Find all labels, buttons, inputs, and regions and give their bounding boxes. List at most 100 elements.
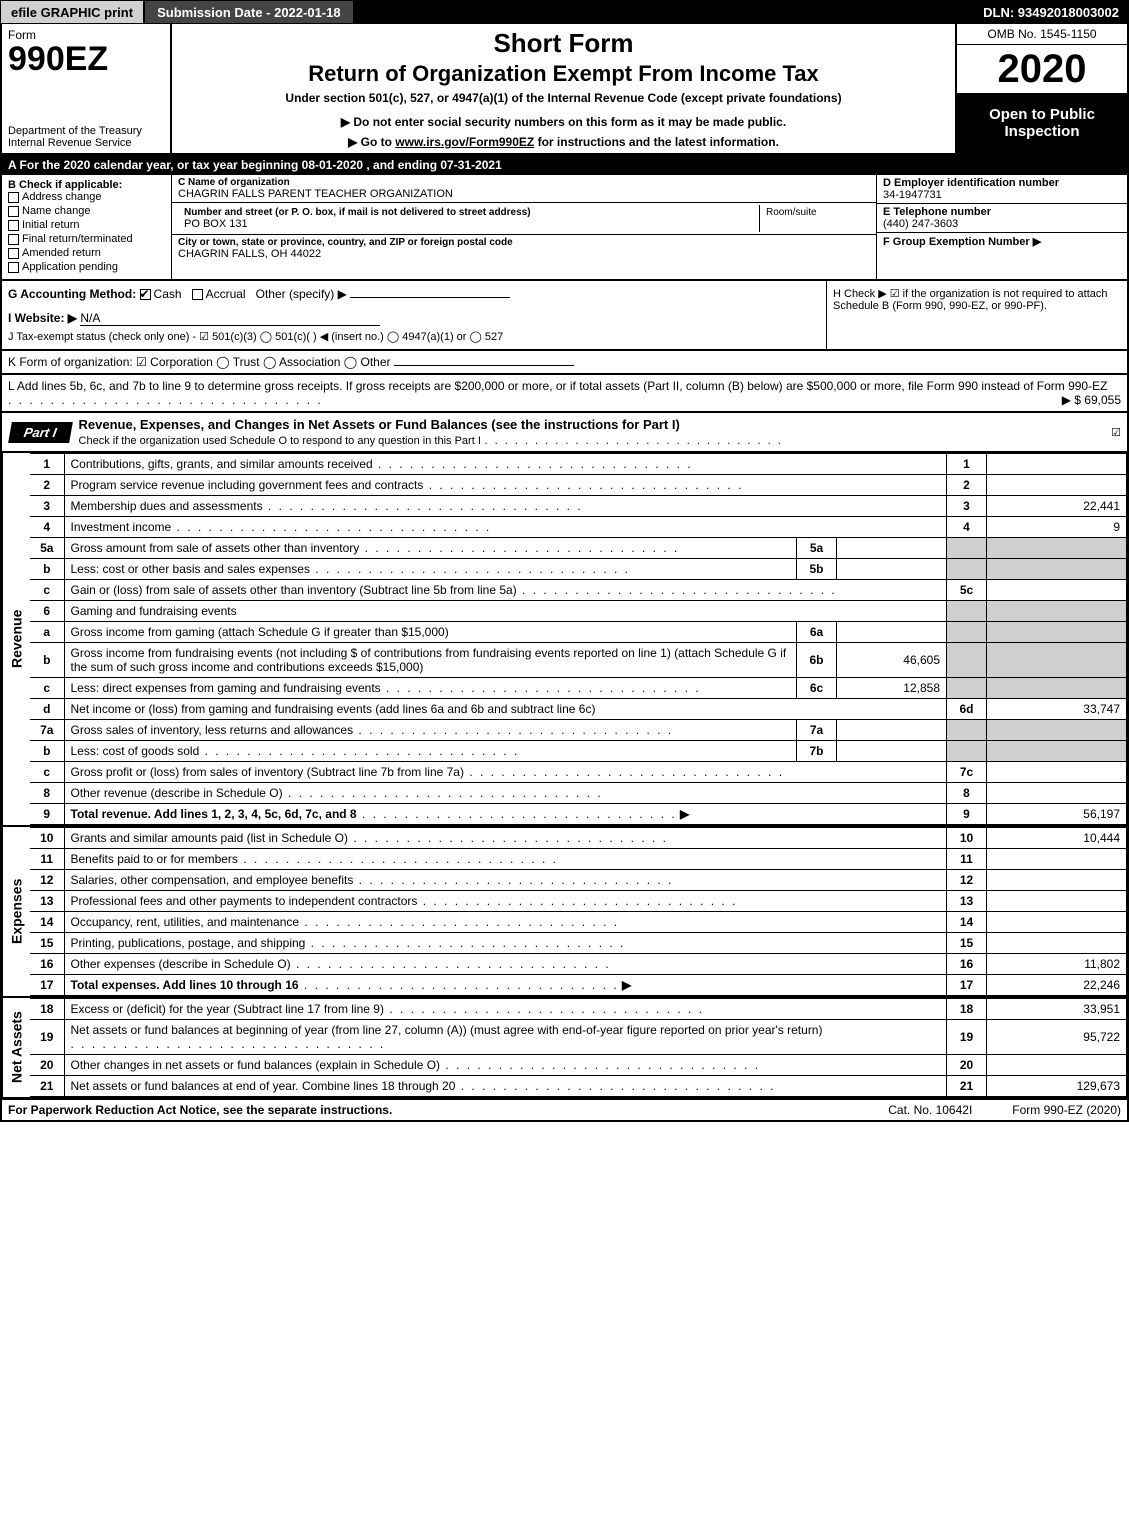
city-label: City or town, state or province, country… <box>178 237 870 248</box>
topbar-spacer <box>354 0 974 24</box>
row-14: 14 Occupancy, rent, utilities, and maint… <box>30 912 1127 933</box>
cb-final-return[interactable]: Final return/terminated <box>8 233 165 245</box>
line-l-gross-receipts: L Add lines 5b, 6c, and 7b to line 9 to … <box>0 375 1129 413</box>
ssn-warning: ▶ Do not enter social security numbers o… <box>180 115 947 129</box>
row-6d: d Net income or (loss) from gaming and f… <box>30 699 1127 720</box>
ein-label: D Employer identification number <box>883 177 1121 189</box>
org-name-row: C Name of organization CHAGRIN FALLS PAR… <box>172 175 876 203</box>
row-10: 10 Grants and similar amounts paid (list… <box>30 828 1127 849</box>
org-street-row: Number and street (or P. O. box, if mail… <box>172 203 876 235</box>
cb-accrual[interactable] <box>192 289 203 300</box>
org-name: CHAGRIN FALLS PARENT TEACHER ORGANIZATIO… <box>178 188 870 200</box>
street-label: Number and street (or P. O. box, if mail… <box>184 207 753 218</box>
row-7a: 7a Gross sales of inventory, less return… <box>30 720 1127 741</box>
topbar: efile GRAPHIC print Submission Date - 20… <box>0 0 1129 24</box>
form-title-block: Short Form Return of Organization Exempt… <box>172 24 957 153</box>
form-number: 990EZ <box>8 42 164 76</box>
row-6a: a Gross income from gaming (attach Sched… <box>30 622 1127 643</box>
tax-year: 2020 <box>957 45 1127 93</box>
line-k-blank <box>394 365 574 366</box>
org-name-label: C Name of organization <box>178 177 870 188</box>
cb-name-change[interactable]: Name change <box>8 205 165 217</box>
part-i-dots <box>485 435 783 447</box>
row-2: 2 Program service revenue including gove… <box>30 475 1127 496</box>
row-15: 15 Printing, publications, postage, and … <box>30 933 1127 954</box>
row-4: 4 Investment income 4 9 <box>30 517 1127 538</box>
header-right-block: OMB No. 1545-1150 2020 Open to Public In… <box>957 24 1127 153</box>
expenses-table: 10 Grants and similar amounts paid (list… <box>30 827 1127 996</box>
row-6: 6 Gaming and fundraising events <box>30 601 1127 622</box>
line-i-label: I Website: ▶ <box>8 311 77 325</box>
row-5c: c Gain or (loss) from sale of assets oth… <box>30 580 1127 601</box>
section-c-address: C Name of organization CHAGRIN FALLS PAR… <box>172 175 877 279</box>
org-street: PO BOX 131 <box>184 218 753 230</box>
short-form-heading: Short Form <box>180 28 947 59</box>
row-1: 1 Contributions, gifts, grants, and simi… <box>30 454 1127 475</box>
org-city-row: City or town, state or province, country… <box>172 235 876 262</box>
revenue-table: 1 Contributions, gifts, grants, and simi… <box>30 453 1127 825</box>
line-k-org-form: K Form of organization: ☑ Corporation ◯ … <box>0 351 1129 375</box>
row-21: 21 Net assets or fund balances at end of… <box>30 1076 1127 1097</box>
part-i-tag: Part I <box>8 422 72 443</box>
omb-number: OMB No. 1545-1150 <box>957 24 1127 45</box>
page-footer: For Paperwork Reduction Act Notice, see … <box>0 1099 1129 1122</box>
line-g-accounting: G Accounting Method: Cash Accrual Other … <box>2 281 827 349</box>
ein-row: D Employer identification number 34-1947… <box>877 175 1127 204</box>
row-18: 18 Excess or (deficit) for the year (Sub… <box>30 999 1127 1020</box>
row-13: 13 Professional fees and other payments … <box>30 891 1127 912</box>
phone-label: E Telephone number <box>883 206 1121 218</box>
goto-line: ▶ Go to www.irs.gov/Form990EZ for instru… <box>180 135 947 149</box>
row-6b: b Gross income from fundraising events (… <box>30 643 1127 678</box>
line-l-amount: ▶ $ 69,055 <box>1062 393 1121 407</box>
part-i-title: Revenue, Expenses, and Changes in Net As… <box>79 413 1112 451</box>
line-g-label: G Accounting Method: <box>8 287 140 301</box>
row-5b: b Less: cost or other basis and sales ex… <box>30 559 1127 580</box>
goto-suffix: for instructions and the latest informat… <box>538 135 779 149</box>
group-exemption-row: F Group Exemption Number ▶ <box>877 233 1127 250</box>
department-label: Department of the Treasury Internal Reve… <box>8 125 164 149</box>
open-to-public: Open to Public Inspection <box>957 93 1127 153</box>
efile-print-button[interactable]: efile GRAPHIC print <box>0 0 144 24</box>
section-b-checkboxes: B Check if applicable: Address change Na… <box>2 175 172 279</box>
cb-cash[interactable] <box>140 289 151 300</box>
form-page-label: Form 990-EZ (2020) <box>1012 1103 1121 1117</box>
catalog-number: Cat. No. 10642I <box>848 1103 1012 1117</box>
part-i-checkbox[interactable]: ☑ <box>1111 426 1127 439</box>
row-12: 12 Salaries, other compensation, and emp… <box>30 870 1127 891</box>
other-specify-blank <box>350 297 510 298</box>
part-i-header: Part I Revenue, Expenses, and Changes in… <box>0 413 1129 453</box>
net-assets-section: Net Assets 18 Excess or (deficit) for th… <box>0 996 1129 1099</box>
ghij-block: G Accounting Method: Cash Accrual Other … <box>0 281 1129 351</box>
org-info-block: B Check if applicable: Address change Na… <box>0 175 1129 281</box>
row-5a: 5a Gross amount from sale of assets othe… <box>30 538 1127 559</box>
net-assets-side-label: Net Assets <box>2 998 30 1097</box>
row-6c: c Less: direct expenses from gaming and … <box>30 678 1127 699</box>
line-j-tax-exempt: J Tax-exempt status (check only one) - ☑… <box>8 330 820 343</box>
revenue-section: Revenue 1 Contributions, gifts, grants, … <box>0 453 1129 825</box>
part-i-check-line: Check if the organization used Schedule … <box>79 435 481 447</box>
room-suite-label: Room/suite <box>760 205 870 232</box>
row-16: 16 Other expenses (describe in Schedule … <box>30 954 1127 975</box>
form-title: Return of Organization Exempt From Incom… <box>180 61 947 87</box>
website-value: N/A <box>80 311 380 326</box>
under-section-text: Under section 501(c), 527, or 4947(a)(1)… <box>180 91 947 105</box>
goto-prefix: ▶ Go to <box>348 135 395 149</box>
expenses-side-label: Expenses <box>2 827 30 996</box>
paperwork-notice: For Paperwork Reduction Act Notice, see … <box>8 1103 848 1117</box>
org-city: CHAGRIN FALLS, OH 44022 <box>178 248 870 260</box>
row-8: 8 Other revenue (describe in Schedule O)… <box>30 783 1127 804</box>
cb-address-change[interactable]: Address change <box>8 191 165 203</box>
phone-value: (440) 247-3603 <box>883 218 1121 230</box>
section-b-label: B Check if applicable: <box>8 179 165 191</box>
line-a-tax-year: A For the 2020 calendar year, or tax yea… <box>0 155 1129 175</box>
dln-label: DLN: 93492018003002 <box>973 0 1129 24</box>
cb-initial-return[interactable]: Initial return <box>8 219 165 231</box>
cb-application-pending[interactable]: Application pending <box>8 261 165 273</box>
irs-link[interactable]: www.irs.gov/Form990EZ <box>395 135 534 149</box>
line-l-text: L Add lines 5b, 6c, and 7b to line 9 to … <box>8 379 1107 393</box>
cb-amended-return[interactable]: Amended return <box>8 247 165 259</box>
expenses-section: Expenses 10 Grants and similar amounts p… <box>0 825 1129 996</box>
row-19: 19 Net assets or fund balances at beginn… <box>30 1020 1127 1055</box>
row-11: 11 Benefits paid to or for members 11 <box>30 849 1127 870</box>
group-exemption-label: F Group Exemption Number ▶ <box>883 236 1041 248</box>
